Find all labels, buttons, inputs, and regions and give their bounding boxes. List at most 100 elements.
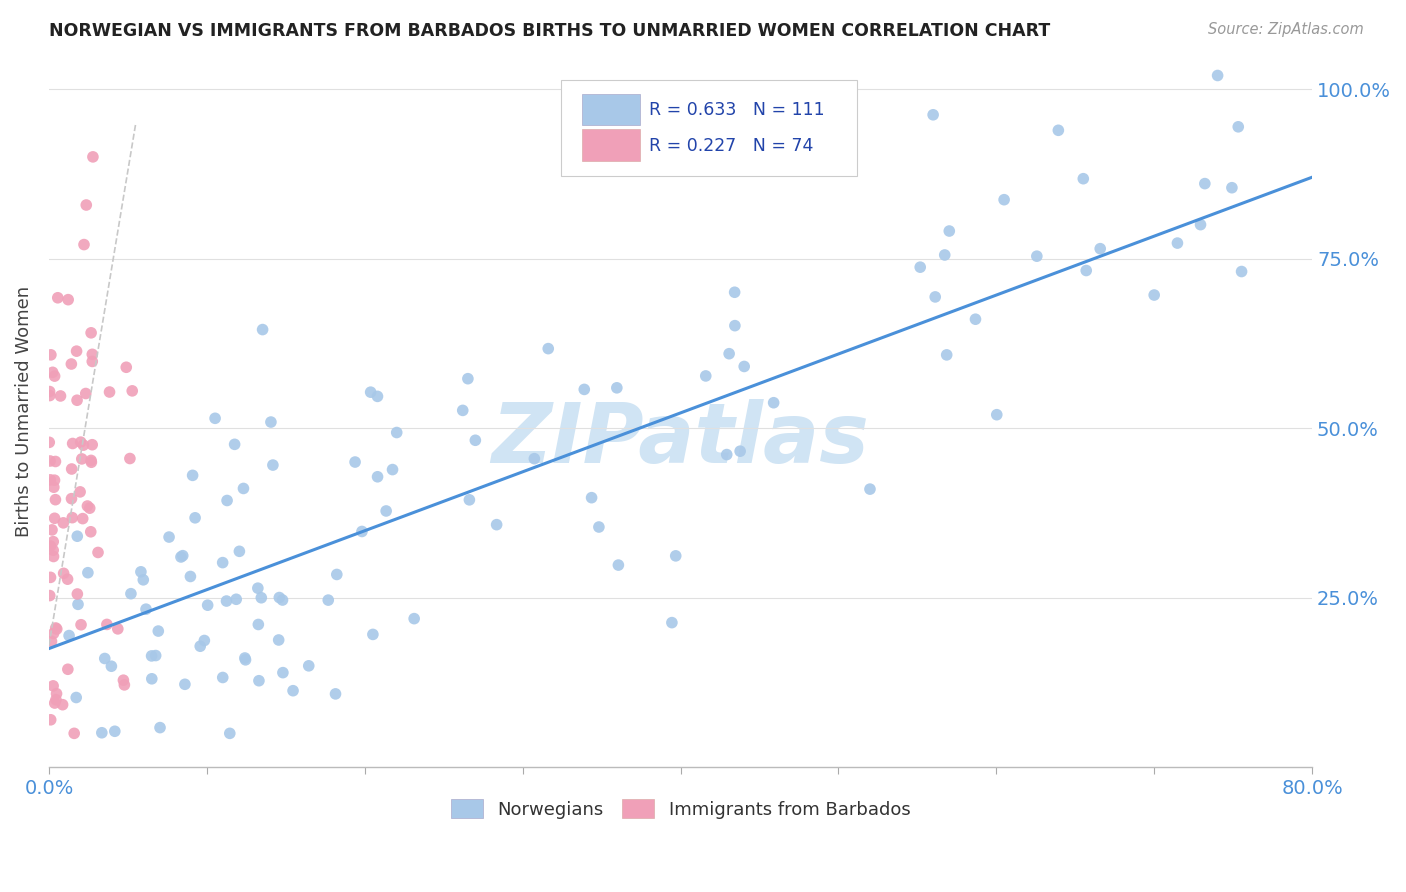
Point <box>385 425 408 440</box>
Point <box>65 344 87 359</box>
Point <box>41 634 63 648</box>
Point <box>60 357 83 371</box>
Point <box>70 617 93 632</box>
Point <box>82 347 104 361</box>
Point <box>42 549 65 564</box>
Point <box>39 713 62 727</box>
Point <box>574 383 596 397</box>
Point <box>211 671 233 685</box>
Point <box>252 322 274 336</box>
Point <box>581 491 603 505</box>
Point <box>267 632 290 647</box>
Point <box>485 517 508 532</box>
Point <box>44 473 66 487</box>
Point <box>45 687 67 701</box>
Text: ZIPatlas: ZIPatlas <box>492 400 869 480</box>
Point <box>80 326 103 340</box>
Point <box>63 726 86 740</box>
Point <box>100 659 122 673</box>
Point <box>44 696 66 710</box>
Point <box>38 384 60 399</box>
Point <box>52 516 75 530</box>
Point <box>141 648 163 663</box>
Point <box>66 587 89 601</box>
Text: R = 0.227   N = 74: R = 0.227 N = 74 <box>650 136 813 154</box>
Point <box>247 617 270 632</box>
Point <box>326 567 349 582</box>
Point <box>523 451 546 466</box>
Point <box>232 482 254 496</box>
Point <box>62 436 84 450</box>
Point <box>145 648 167 663</box>
Point <box>922 108 945 122</box>
Point <box>1206 69 1229 83</box>
Point <box>90 725 112 739</box>
Point <box>271 665 294 680</box>
Point <box>96 617 118 632</box>
Point <box>42 543 65 558</box>
Point <box>451 403 474 417</box>
Point <box>986 408 1008 422</box>
Point <box>129 565 152 579</box>
Point <box>935 348 957 362</box>
Point <box>233 651 256 665</box>
Point <box>41 365 63 379</box>
Point <box>537 342 560 356</box>
Point <box>247 673 270 688</box>
Point <box>60 462 83 476</box>
Point <box>104 724 127 739</box>
Point <box>298 658 321 673</box>
Point <box>80 455 103 469</box>
Point <box>69 435 91 450</box>
Point <box>316 593 339 607</box>
Point <box>39 348 62 362</box>
Point <box>38 435 60 450</box>
Point <box>60 510 83 524</box>
Point <box>281 683 304 698</box>
Point <box>79 501 101 516</box>
Point <box>42 480 65 494</box>
Point <box>762 395 785 409</box>
Point <box>112 678 135 692</box>
Point <box>44 369 66 384</box>
Point <box>344 455 367 469</box>
FancyBboxPatch shape <box>561 80 858 177</box>
Point <box>1166 236 1188 251</box>
Point <box>188 639 211 653</box>
Y-axis label: Births to Unmarried Women: Births to Unmarried Women <box>15 285 32 537</box>
Point <box>45 622 67 636</box>
Point <box>1143 288 1166 302</box>
Point <box>45 621 67 635</box>
Point <box>197 598 219 612</box>
Point <box>41 523 63 537</box>
Point <box>121 384 143 398</box>
FancyBboxPatch shape <box>582 94 640 125</box>
Point <box>56 572 79 586</box>
Point <box>66 393 89 408</box>
Point <box>215 594 238 608</box>
Point <box>60 491 83 506</box>
Point <box>44 511 66 525</box>
Point <box>217 493 239 508</box>
Point <box>39 539 62 553</box>
Point <box>80 453 103 467</box>
Point <box>859 482 882 496</box>
Text: R = 0.633   N = 111: R = 0.633 N = 111 <box>650 101 824 119</box>
Point <box>80 524 103 539</box>
Point <box>938 224 960 238</box>
Point <box>228 544 250 558</box>
Text: Source: ZipAtlas.com: Source: ZipAtlas.com <box>1208 22 1364 37</box>
Point <box>39 454 62 468</box>
Point <box>381 462 404 476</box>
Point <box>695 368 717 383</box>
Point <box>72 438 94 452</box>
Point <box>82 150 104 164</box>
Point <box>218 726 240 740</box>
Point <box>44 492 66 507</box>
Point <box>325 687 347 701</box>
Point <box>58 629 80 643</box>
Point <box>45 692 67 706</box>
Point <box>94 651 117 665</box>
Point <box>42 679 65 693</box>
Point <box>1189 218 1212 232</box>
